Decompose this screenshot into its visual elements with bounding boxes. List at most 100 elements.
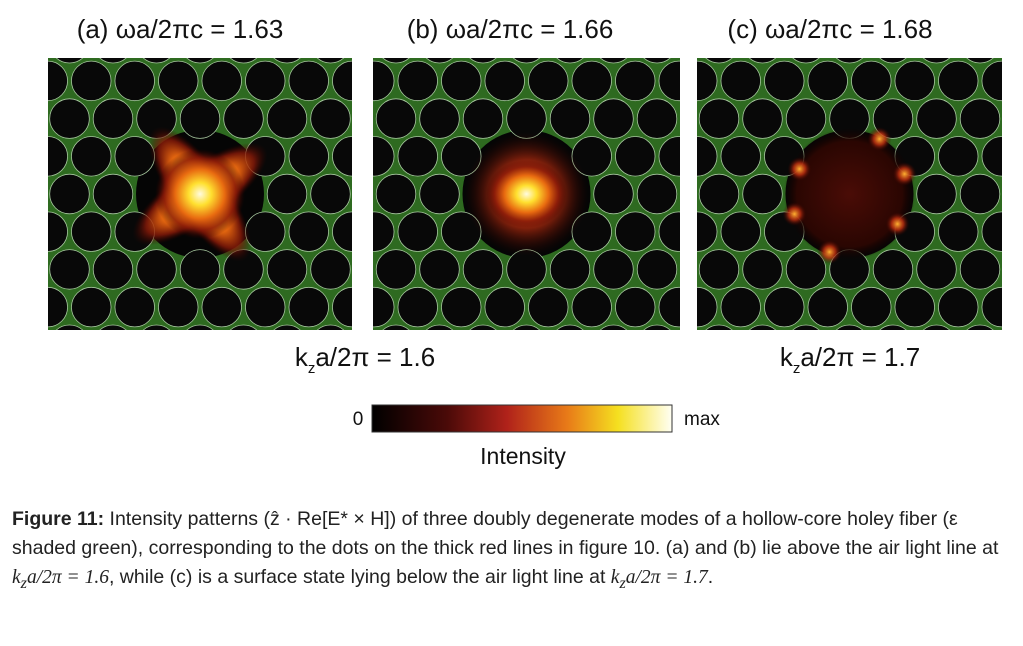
hole [484, 286, 525, 328]
hole [658, 211, 680, 252]
k: k [12, 567, 21, 588]
hole [764, 286, 805, 328]
hole [697, 60, 718, 102]
hole [634, 363, 674, 403]
hole [916, 173, 957, 215]
hole [697, 286, 718, 328]
hole [1004, 325, 1023, 365]
hole [593, 98, 634, 139]
hole [705, 324, 733, 330]
hole [681, 325, 721, 365]
panel [333, 0, 764, 403]
hole [485, 363, 525, 403]
hole [528, 363, 568, 403]
hole [742, 98, 783, 139]
hole [0, 0, 24, 25]
hole [316, 324, 345, 330]
hole [179, 98, 221, 139]
hole [332, 211, 352, 252]
hole [245, 286, 286, 328]
hole [289, 0, 329, 25]
sub: z [308, 360, 316, 377]
hole [966, 324, 994, 330]
hole [55, 58, 84, 64]
hole [266, 173, 308, 215]
hole [49, 173, 90, 215]
k: k [295, 342, 309, 372]
figure: (a) ωa/2πc = 1.63 (b) ωa/2πc = 1.66 (c) … [0, 0, 1023, 469]
hole [115, 363, 155, 403]
panel-title: (a) ωa/2πc = 1.63 [77, 14, 284, 44]
hole [599, 58, 628, 64]
hole [288, 60, 329, 102]
hole [656, 23, 696, 63]
hole [590, 363, 630, 403]
hole [419, 98, 460, 139]
hole [288, 286, 329, 328]
hole [724, 325, 764, 365]
hole [397, 136, 438, 177]
hole [186, 324, 214, 330]
glow [155, 149, 245, 239]
hole [6, 174, 46, 214]
hole [266, 98, 308, 139]
hole [851, 60, 892, 102]
spot [867, 127, 892, 151]
hole [142, 324, 171, 330]
hole [373, 286, 395, 328]
hole [136, 249, 177, 290]
hole [938, 211, 979, 252]
hole [288, 136, 329, 177]
hole [612, 325, 652, 365]
k: k [610, 567, 620, 588]
hole [938, 60, 979, 102]
hole [512, 324, 541, 330]
hole [114, 60, 155, 102]
hole [71, 286, 112, 328]
hole [273, 58, 301, 64]
hole [0, 287, 24, 327]
hole [375, 249, 417, 290]
hole [0, 325, 2, 365]
hole [92, 173, 134, 215]
hole [697, 136, 718, 177]
colorbar-max: max [684, 409, 720, 430]
hole [1004, 250, 1023, 290]
hole [922, 58, 951, 64]
hole [549, 98, 591, 139]
hole [6, 325, 46, 365]
kz-label: kza/2π = 1.7 [780, 342, 920, 377]
hole [375, 98, 417, 139]
hole [333, 23, 373, 63]
hole [697, 211, 718, 252]
hole [0, 61, 24, 101]
hole [0, 363, 24, 403]
sub: z [20, 573, 27, 592]
hole [49, 98, 90, 139]
hole [792, 324, 820, 330]
hole [158, 60, 199, 102]
hole [658, 286, 680, 328]
hole [6, 99, 46, 139]
spot [787, 157, 812, 181]
hole [186, 58, 214, 64]
hole [981, 60, 1002, 102]
hole [659, 0, 699, 25]
hole [332, 286, 352, 328]
hole [49, 249, 90, 290]
hole [245, 60, 286, 102]
spot [892, 162, 917, 186]
hole [441, 60, 482, 102]
hole [615, 363, 655, 403]
hole [702, 363, 742, 403]
spot [817, 240, 842, 264]
hole [636, 98, 678, 139]
hole [721, 363, 761, 403]
hole [332, 60, 352, 102]
hole [593, 249, 634, 290]
hole [0, 174, 2, 214]
hole [851, 286, 892, 328]
hole [1004, 23, 1023, 63]
hole [698, 98, 740, 139]
hole [720, 60, 761, 102]
